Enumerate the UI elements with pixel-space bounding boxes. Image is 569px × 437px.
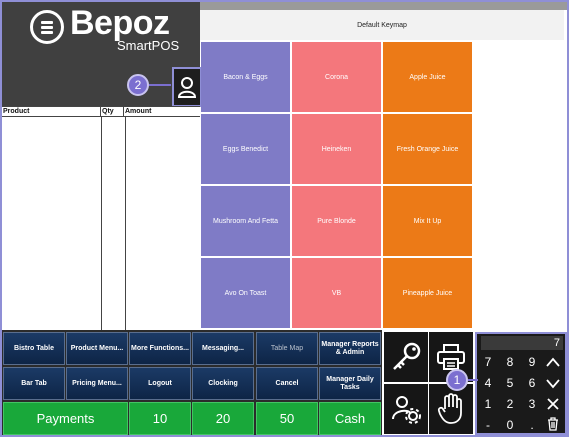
trash-icon bbox=[548, 416, 558, 431]
header: Bepoz SmartPOS bbox=[2, 2, 202, 107]
delete-button[interactable] bbox=[543, 414, 563, 433]
keymap-key[interactable]: Avo On Toast bbox=[201, 258, 290, 328]
numpad-key[interactable]: 5 bbox=[506, 375, 514, 390]
product-menu-button[interactable]: Product Menu... bbox=[66, 332, 128, 365]
clear-button[interactable] bbox=[543, 394, 563, 413]
user-settings-button[interactable] bbox=[384, 384, 428, 434]
numpad-key[interactable]: 1 bbox=[484, 396, 492, 411]
order-table[interactable]: Product Qty Amount bbox=[2, 106, 200, 330]
top-strip bbox=[200, 2, 567, 10]
numpad-key[interactable]: . bbox=[530, 417, 534, 432]
logout-button[interactable]: Logout bbox=[129, 367, 191, 400]
hand-button[interactable] bbox=[429, 384, 473, 434]
cancel-button[interactable]: Cancel bbox=[256, 367, 318, 400]
numpad-key[interactable]: 7 bbox=[484, 354, 492, 369]
keymap-key[interactable]: Corona bbox=[292, 42, 381, 112]
keymap-key[interactable]: VB bbox=[292, 258, 381, 328]
hand-icon bbox=[437, 393, 462, 424]
payments-button[interactable]: Payments bbox=[3, 402, 128, 435]
callout-1: 1 bbox=[446, 369, 468, 391]
user-settings-icon bbox=[392, 396, 421, 424]
brand-sub: SmartPOS bbox=[117, 38, 180, 53]
column-product: Product bbox=[2, 107, 101, 116]
keymap-key[interactable]: Pineapple Juice bbox=[383, 258, 472, 328]
tender-10-button[interactable]: 10 bbox=[129, 402, 191, 435]
numpad-key[interactable]: - bbox=[486, 417, 490, 432]
keymap-key[interactable]: Eggs Benedict bbox=[201, 114, 290, 184]
menu-icon[interactable] bbox=[30, 10, 64, 44]
pricing-menu-button[interactable]: Pricing Menu... bbox=[66, 367, 128, 400]
keymap-key[interactable]: Heineken bbox=[292, 114, 381, 184]
down-icon bbox=[546, 378, 560, 388]
keymap-key[interactable]: Apple Juice bbox=[383, 42, 472, 112]
user-button[interactable] bbox=[172, 67, 202, 107]
order-header: Product Qty Amount bbox=[2, 107, 200, 117]
callout-2: 2 bbox=[127, 74, 149, 96]
numpad-display: 7 bbox=[481, 336, 563, 350]
callout-2-line bbox=[149, 84, 171, 86]
printer-icon bbox=[437, 344, 465, 370]
numpad-key[interactable]: 6 bbox=[528, 375, 536, 390]
numpad-key[interactable]: 8 bbox=[506, 354, 514, 369]
manager-daily-tasks-button[interactable]: Manager Daily Tasks bbox=[319, 367, 381, 400]
clocking-button[interactable]: Clocking bbox=[192, 367, 254, 400]
numpad-key[interactable]: 0 bbox=[506, 417, 514, 432]
keymap-key[interactable]: Bacon & Eggs bbox=[201, 42, 290, 112]
numpad-key[interactable]: 3 bbox=[528, 396, 536, 411]
tender-20-button[interactable]: 20 bbox=[192, 402, 254, 435]
divider bbox=[125, 117, 126, 330]
more-functions-button[interactable]: More Functions... bbox=[129, 332, 191, 365]
bar-tab-button[interactable]: Bar Tab bbox=[3, 367, 65, 400]
messaging-button[interactable]: Messaging... bbox=[192, 332, 254, 365]
divider bbox=[101, 117, 102, 330]
keymap-key[interactable]: Mushroom And Fetta bbox=[201, 186, 290, 256]
clear-icon bbox=[547, 397, 559, 410]
up-icon bbox=[546, 357, 560, 367]
table-map-button[interactable]: Table Map bbox=[256, 332, 318, 365]
down-button[interactable] bbox=[543, 374, 563, 393]
keymap-grid: Bacon & Eggs Corona Apple Juice Eggs Benedi… bbox=[200, 42, 564, 330]
column-amount: Amount bbox=[125, 108, 152, 115]
tender-50-button[interactable]: 50 bbox=[256, 402, 318, 435]
brand-name: Bepoz bbox=[70, 4, 170, 42]
key-button[interactable] bbox=[384, 332, 428, 382]
manager-reports-button[interactable]: Manager Reports & Admin bbox=[319, 332, 381, 365]
cash-button[interactable]: Cash bbox=[319, 402, 381, 435]
numpad-key[interactable]: 2 bbox=[506, 396, 514, 411]
order-body[interactable] bbox=[2, 117, 200, 330]
key-icon bbox=[393, 342, 421, 370]
bistro-table-button[interactable]: Bistro Table bbox=[3, 332, 65, 365]
keymap-title: Default Keymap bbox=[200, 10, 564, 40]
callout-1-line bbox=[468, 379, 478, 381]
column-qty: Qty bbox=[101, 107, 124, 116]
user-icon bbox=[178, 77, 196, 98]
numpad-key[interactable]: 9 bbox=[528, 354, 536, 369]
up-button[interactable] bbox=[543, 352, 563, 371]
keymap-key[interactable]: Fresh Orange Juice bbox=[383, 114, 472, 184]
keymap-key[interactable]: Mix It Up bbox=[383, 186, 472, 256]
keymap-key[interactable]: Pure Blonde bbox=[292, 186, 381, 256]
numpad-key[interactable]: 4 bbox=[484, 375, 492, 390]
